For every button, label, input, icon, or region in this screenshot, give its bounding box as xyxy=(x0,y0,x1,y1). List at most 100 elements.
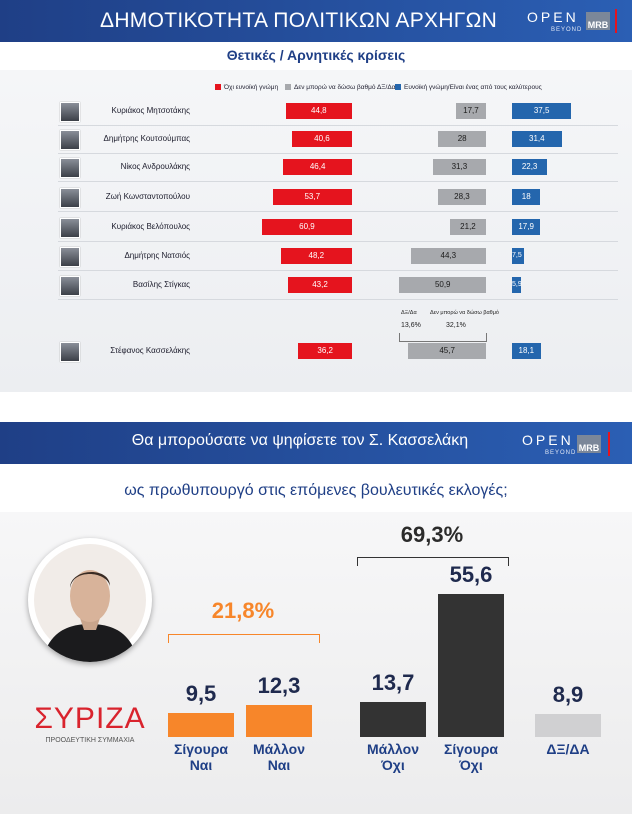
bar xyxy=(438,594,504,737)
legend-label: Δεν μπορώ να δώσω βαθμό ΔΞ/Δα xyxy=(294,84,396,91)
bar-value-label: 8,9 xyxy=(552,682,584,708)
open-logo: OPEN xyxy=(527,9,579,25)
leader-name: Κυριάκος Βελόπουλος xyxy=(111,222,190,231)
category-label-line: Σίγουρα xyxy=(173,741,229,757)
row-separator xyxy=(58,181,618,182)
bar-negative: 44,8 xyxy=(285,103,352,119)
category-label: Μάλλον Ναι xyxy=(232,741,326,773)
leader-photo xyxy=(60,218,80,238)
leader-photo xyxy=(60,102,80,122)
category-label: Σίγουρα Ναι xyxy=(154,741,248,773)
leader-name: Ζωή Κωνσταντοπούλου xyxy=(105,192,190,201)
row-separator xyxy=(58,270,618,271)
bar-negative: 48,2 xyxy=(280,248,352,264)
bar-dont-know: 44,3 xyxy=(410,248,486,264)
bar-negative: 43,2 xyxy=(288,277,352,293)
bar xyxy=(168,712,234,737)
bar-dont-know: 28,3 xyxy=(437,189,486,205)
legend-swatch xyxy=(285,84,291,91)
panel1-subtitle: Θετικές / Αρνητικές κρίσεις xyxy=(226,47,406,63)
bar-value-label: 13,7 xyxy=(371,669,415,695)
bar-dont-know: 50,9 xyxy=(399,277,486,293)
category-label-line: Σίγουρα xyxy=(443,741,499,757)
bar-positive: 37,5 xyxy=(512,103,572,119)
group-label-yes: 21,8% xyxy=(211,598,275,623)
open-logo-sub: BEYOND xyxy=(545,450,577,456)
panel-gap xyxy=(0,392,632,422)
row-separator xyxy=(58,125,618,126)
open-logo: OPEN xyxy=(522,432,574,448)
category-label-line: Μάλλον xyxy=(366,741,419,757)
category-label-line: Όχι xyxy=(459,757,483,773)
panel1-subtitle-band xyxy=(0,42,632,70)
bar-dont-know: 17,7 xyxy=(455,103,486,119)
category-label-line: Ναι xyxy=(189,757,213,773)
annotation-cant-value: 32,1% xyxy=(446,322,466,329)
leader-name: Βασίλης Στίγκας xyxy=(132,280,190,289)
legend-positive: Ευνοϊκή γνώμη/Είναι ένας από τους καλύτε… xyxy=(395,84,542,91)
bar-negative: 36,2 xyxy=(298,343,352,359)
row-separator xyxy=(58,299,618,300)
category-label-line: Όχι xyxy=(381,757,405,773)
legend-dk: Δεν μπορώ να δώσω βαθμό ΔΞ/Δα xyxy=(285,84,395,91)
leader-photo xyxy=(60,188,80,208)
bar-negative: 53,7 xyxy=(272,189,352,205)
bar xyxy=(360,701,426,737)
mrb-logo: MRB xyxy=(577,435,601,453)
bar-negative: 46,4 xyxy=(283,159,352,175)
panel2-subtitle-band xyxy=(0,464,632,512)
bar-negative: 40,6 xyxy=(291,131,352,147)
bar-positive: 7,5 xyxy=(512,248,524,264)
category-label-line: ΔΞ/ΔΑ xyxy=(546,741,590,757)
leader-photo xyxy=(60,158,80,178)
group-bracket-yes xyxy=(168,634,320,643)
leader-name: Δημήτρης Κουτσούμπας xyxy=(103,134,190,143)
bar-dont-know: 21,2 xyxy=(449,219,486,235)
annotation-bracket xyxy=(399,333,487,342)
row-separator xyxy=(58,153,618,154)
legend-label: Ευνοϊκή γνώμη/Είναι ένας από τους καλύτε… xyxy=(404,84,542,91)
leader-photo xyxy=(60,276,80,296)
bar xyxy=(246,705,312,737)
bar-dont-know: 31,3 xyxy=(432,159,486,175)
annotation-cant-label: Δεν μπορώ να δώσω βαθμό xyxy=(430,310,499,316)
legend-swatch xyxy=(215,84,221,91)
bar-positive: 18,1 xyxy=(512,343,541,359)
category-label-line: Ναι xyxy=(267,757,291,773)
leader-name: Κυριάκος Μητσοτάκης xyxy=(111,106,190,115)
group-bracket-no xyxy=(357,557,509,566)
category-label: ΔΞ/ΔΑ xyxy=(521,741,615,757)
bar-value-label: 9,5 xyxy=(185,680,217,706)
header-accent xyxy=(608,432,610,456)
annotation-dxda-label: ΔΞ/Δα xyxy=(401,310,417,316)
panel2-title: Θα μπορούσατε να ψηφίσετε τον Σ. Κασσελά… xyxy=(131,432,469,449)
category-label: Μάλλον Όχι xyxy=(346,741,440,773)
leader-name: Νίκος Ανδρουλάκης xyxy=(120,162,190,171)
leader-name: Στέφανος Κασσελάκης xyxy=(110,346,190,355)
bar-dont-know: 45,7 xyxy=(408,343,486,359)
legend-swatch xyxy=(395,84,401,91)
annotation-dxda-value: 13,6% xyxy=(401,322,421,329)
panel2-header xyxy=(0,422,632,464)
leader-photo xyxy=(60,130,80,150)
syriza-logo: ΣΥΡΙΖΑ xyxy=(34,702,146,735)
bar-value-label: 12,3 xyxy=(257,673,301,699)
category-label: Σίγουρα Όχι xyxy=(424,741,518,773)
row-separator xyxy=(58,211,618,212)
bar-positive: 22,3 xyxy=(512,159,548,175)
bar-positive: 5,9 xyxy=(512,277,522,293)
bar-negative: 60,9 xyxy=(261,219,352,235)
legend-negative: Όχι ευνοϊκή γνώμη xyxy=(215,84,278,91)
open-logo-sub: BEYOND xyxy=(551,27,583,33)
leader-photo xyxy=(60,247,80,267)
group-label-no: 69,3% xyxy=(400,522,464,547)
bar-positive: 18 xyxy=(512,189,541,205)
row-separator xyxy=(58,241,618,242)
legend-label: Όχι ευνοϊκή γνώμη xyxy=(224,84,279,91)
bar xyxy=(535,714,601,737)
leader-photo xyxy=(60,342,80,362)
bar-positive: 31,4 xyxy=(512,131,562,147)
bar-dont-know: 28 xyxy=(438,131,486,147)
mrb-logo: MRB xyxy=(586,12,610,30)
portrait-icon xyxy=(34,544,146,662)
